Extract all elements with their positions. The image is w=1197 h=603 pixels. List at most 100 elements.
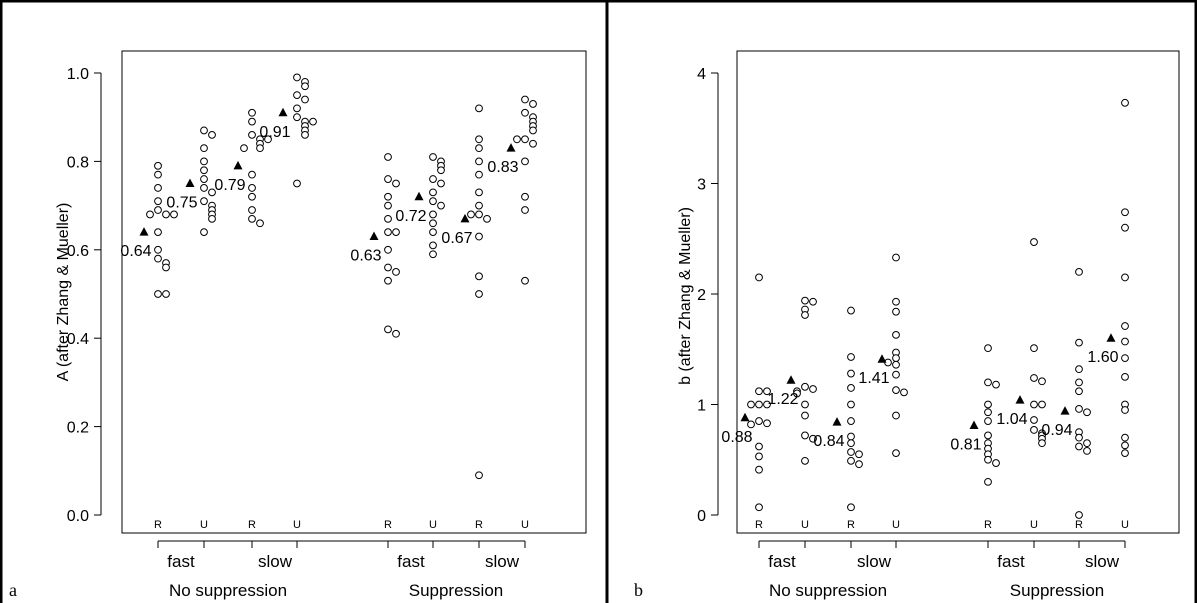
data-point <box>1121 354 1129 362</box>
data-point <box>900 388 908 397</box>
data-point <box>847 503 855 512</box>
mean-label: 0.64 <box>120 243 151 260</box>
data-point <box>248 184 256 192</box>
data-point <box>801 296 809 305</box>
data-point <box>892 253 900 262</box>
data-point <box>384 263 392 272</box>
data-point <box>521 95 529 104</box>
data-point <box>154 228 162 237</box>
data-point <box>392 179 400 188</box>
data-point <box>529 139 537 148</box>
data-point <box>475 272 483 281</box>
data-point <box>309 117 317 126</box>
data-point <box>892 449 900 458</box>
group-label: Suppression <box>1010 581 1105 600</box>
data-point <box>429 153 437 161</box>
data-point <box>1075 378 1083 387</box>
y-tick-label: 0.6 <box>67 243 89 260</box>
panel-label-a: a <box>9 580 17 600</box>
mean-marker <box>414 191 424 201</box>
data-point <box>1121 208 1129 217</box>
data-point <box>755 387 763 396</box>
data-point <box>475 135 483 144</box>
data-point <box>248 206 256 214</box>
data-point <box>1030 416 1038 424</box>
data-point <box>984 408 992 417</box>
data-point <box>984 400 992 409</box>
data-point <box>475 170 483 179</box>
data-point <box>146 210 154 219</box>
category-label: R <box>984 519 992 531</box>
y-axis-label-a: A (after Zhang & Mueller) <box>55 203 72 382</box>
data-point <box>801 411 809 420</box>
data-point <box>248 170 256 179</box>
group-label: Suppression <box>409 581 504 600</box>
data-point <box>475 104 483 113</box>
data-point <box>1121 449 1129 458</box>
y-tick-label: 1.0 <box>67 66 89 83</box>
mean-label: 0.88 <box>721 429 752 446</box>
data-point <box>847 353 855 361</box>
data-point <box>154 254 162 263</box>
data-point <box>763 400 771 409</box>
data-point <box>892 297 900 306</box>
category-label: U <box>293 519 301 531</box>
data-point <box>384 245 392 254</box>
marks-a: 0.64 0.75 0.79 0.91 0.63 0.72 0.67 0.83 <box>120 73 537 480</box>
data-point <box>755 503 763 512</box>
data-point <box>847 417 855 425</box>
mean-label: 0.67 <box>441 230 472 247</box>
data-point <box>763 419 771 428</box>
category-label: R <box>1075 519 1083 531</box>
data-point <box>529 100 537 108</box>
data-point <box>200 197 208 206</box>
data-point <box>437 166 445 175</box>
mean-label: 1.22 <box>767 391 798 408</box>
data-point <box>755 273 763 282</box>
data-point <box>892 354 900 362</box>
mean-marker <box>369 231 379 241</box>
speed-label: fast <box>768 552 796 571</box>
data-point <box>1030 238 1038 246</box>
data-point <box>264 135 272 144</box>
data-point <box>847 432 855 441</box>
speed-label: slow <box>258 552 293 571</box>
data-point <box>162 290 170 298</box>
data-point <box>1083 408 1091 417</box>
group-label: No suppression <box>769 581 887 600</box>
speed-label: fast <box>167 552 195 571</box>
data-point <box>384 276 392 285</box>
data-point <box>475 201 483 210</box>
data-point <box>847 456 855 465</box>
panel-b: 0 1 2 3 4 b (after Zhang & Mueller) 0.88 1.22… <box>634 50 1180 600</box>
data-point <box>1121 441 1129 450</box>
data-point <box>855 460 863 469</box>
data-point <box>475 290 483 298</box>
data-point <box>521 157 529 166</box>
data-point <box>256 144 264 153</box>
data-point <box>1075 365 1083 374</box>
mean-label: 0.83 <box>487 159 518 176</box>
mean-marker <box>877 354 887 363</box>
category-label: U <box>429 519 437 531</box>
data-point <box>1030 374 1038 382</box>
speed-label: fast <box>997 552 1025 571</box>
marks-b: 0.88 1.22 0.84 1.41 0.81 1.04 0.94 1.60 <box>721 98 1129 519</box>
data-point <box>1075 442 1083 451</box>
data-point <box>154 184 162 192</box>
data-point <box>892 370 900 379</box>
data-point <box>154 290 162 298</box>
data-point <box>892 386 900 395</box>
data-point <box>801 311 809 319</box>
mean-label: 0.79 <box>214 177 245 194</box>
y-tick-label: 0.2 <box>67 420 89 437</box>
category-label: U <box>200 519 208 531</box>
data-point <box>208 130 216 139</box>
data-point <box>301 95 309 104</box>
data-point <box>200 184 208 192</box>
mean-marker <box>506 143 516 152</box>
data-point <box>521 108 529 117</box>
